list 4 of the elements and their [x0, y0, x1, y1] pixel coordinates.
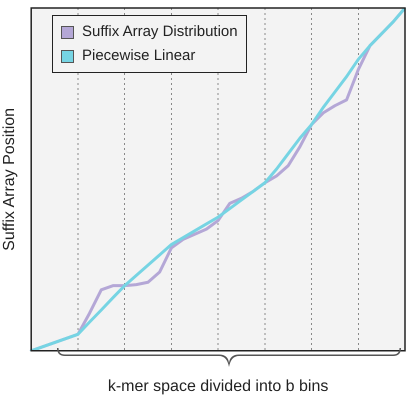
legend-label: Suffix Array Distribution	[82, 22, 238, 42]
legend-label: Piecewise Linear	[82, 46, 196, 66]
x-axis-title: k-mer space divided into b bins	[108, 378, 328, 395]
y-axis-title: Suffix Array Position	[1, 108, 18, 251]
